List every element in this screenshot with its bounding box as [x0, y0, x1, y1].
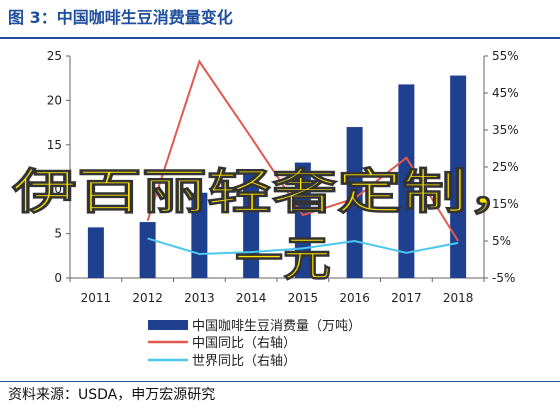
- title-rule: [0, 37, 560, 39]
- bar: [139, 222, 156, 278]
- x-tick-label: 2015: [288, 291, 319, 305]
- x-tick-label: 2017: [391, 291, 422, 305]
- left-tick-label: 0: [54, 271, 62, 285]
- right-tick-label: 45%: [492, 86, 519, 100]
- x-tick-label: 2013: [184, 291, 215, 305]
- x-tick-label: 2011: [81, 291, 112, 305]
- left-tick-label: 25: [47, 49, 62, 63]
- left-tick-label: 10: [47, 182, 62, 196]
- legend-label-consumption: 中国咖啡生豆消费量（万吨）: [192, 319, 361, 334]
- right-tick-label: -5%: [492, 271, 515, 285]
- left-tick-label: 20: [47, 93, 62, 107]
- x-tick-label: 2016: [339, 291, 370, 305]
- source-rule: [0, 381, 560, 382]
- china-yoy-line: [146, 59, 459, 242]
- watermark-line1: 伊百丽轻奢定制，: [11, 164, 532, 220]
- right-tick-label: 55%: [492, 49, 519, 63]
- bar: [87, 227, 104, 278]
- world-yoy-line: [147, 237, 459, 255]
- left-tick-label: 5: [54, 227, 62, 241]
- bar: [191, 192, 208, 278]
- legend-label-china-yoy: 中国同比（右轴）: [192, 336, 296, 351]
- right-tick-label: 5%: [492, 234, 511, 248]
- right-tick-label: 35%: [492, 123, 519, 137]
- bar: [398, 84, 415, 278]
- x-tick-label: 2014: [236, 291, 267, 305]
- legend-label-world-yoy: 世界同比（右轴）: [192, 354, 296, 369]
- left-tick-label: 15: [47, 138, 62, 152]
- watermark-line2: 一元: [235, 231, 331, 287]
- chart-title: 图 3：中国咖啡生豆消费量变化: [8, 8, 233, 27]
- bar: [450, 75, 467, 278]
- right-tick-label: 25%: [492, 160, 519, 174]
- x-tick-label: 2012: [132, 291, 163, 305]
- source-note: 资料来源：USDA，申万宏源研究: [8, 387, 216, 403]
- right-tick-label: 15%: [492, 197, 519, 211]
- bar: [346, 127, 363, 278]
- x-tick-label: 2018: [443, 291, 474, 305]
- chart: 0 5 10 15 20 25 -5% 5% 15% 25% 35% 45% 55% 2011 2012 20…: [10, 49, 532, 369]
- legend-swatch-bar: [148, 320, 188, 330]
